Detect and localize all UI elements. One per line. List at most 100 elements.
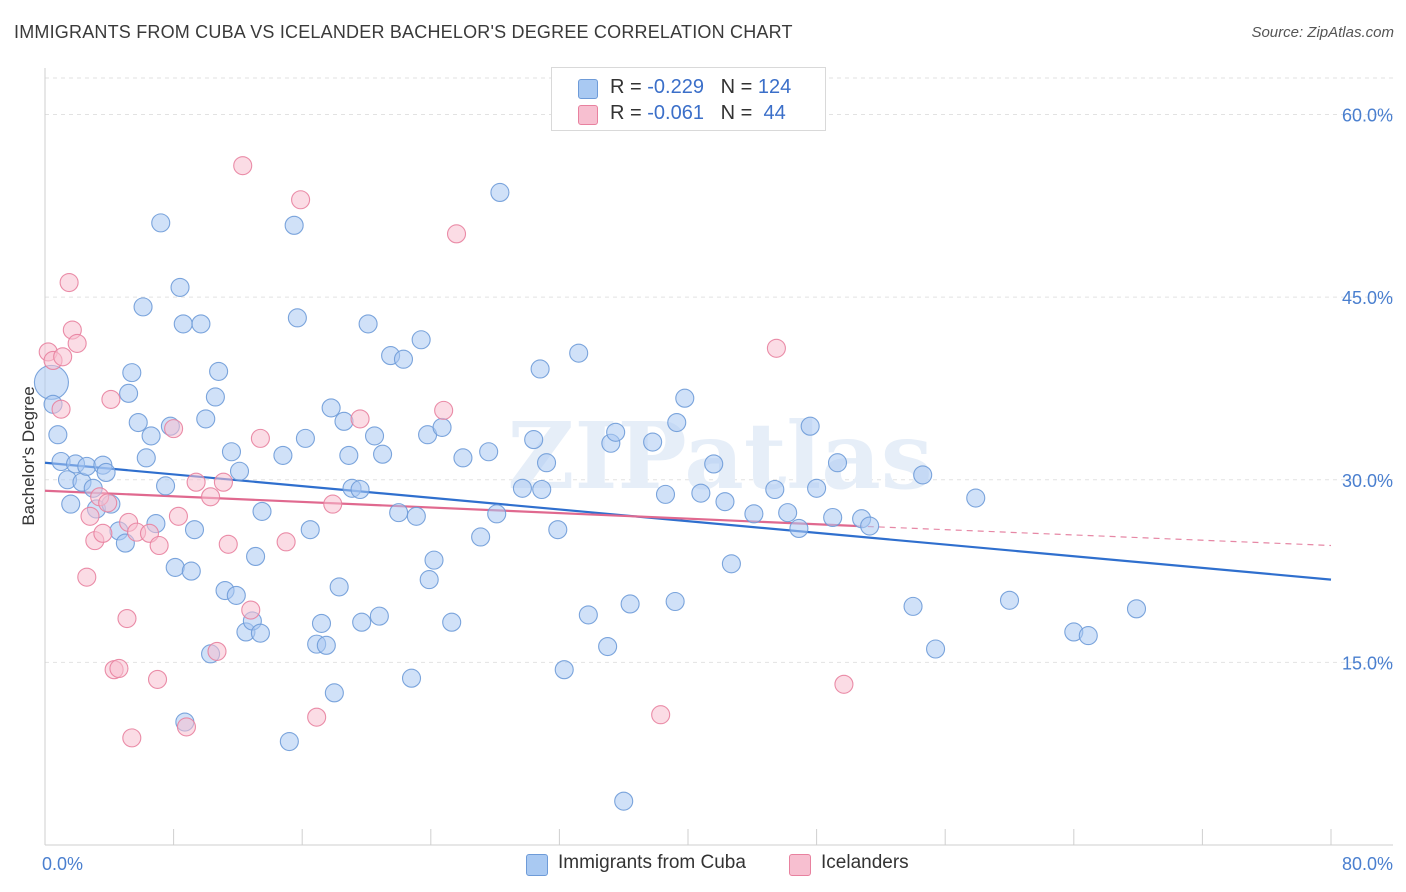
- icelander-point: [323, 494, 343, 514]
- cuba-point: [364, 426, 385, 446]
- cuba-point: [704, 454, 724, 474]
- cuba-point: [578, 605, 598, 625]
- icelander-point: [93, 523, 113, 543]
- cuba-point: [512, 478, 532, 498]
- n-label: N =: [720, 102, 758, 124]
- icelander-point: [446, 224, 467, 244]
- icelander-point: [164, 419, 184, 439]
- cuba-point: [569, 343, 589, 363]
- cuba-point: [246, 546, 266, 567]
- cuba-point: [667, 412, 687, 433]
- icelander-point: [176, 717, 197, 737]
- icelander-point: [53, 347, 73, 367]
- cuba-point: [442, 612, 462, 632]
- cuba-point: [765, 479, 785, 500]
- icelander-point: [241, 600, 261, 620]
- cuba-point: [128, 412, 148, 433]
- cuba-point: [744, 504, 764, 524]
- cuba-point: [284, 215, 304, 235]
- cuba-point: [151, 213, 171, 233]
- cuba-point: [411, 330, 431, 350]
- cuba-point: [530, 359, 550, 379]
- cuba-point: [133, 297, 153, 317]
- cuba-point: [287, 308, 307, 328]
- cuba-point: [221, 442, 242, 462]
- data-points: [33, 156, 1147, 811]
- icelander-point: [186, 472, 206, 492]
- r-label: R =: [610, 76, 648, 98]
- cuba-point: [715, 492, 735, 512]
- cuba-point: [419, 570, 439, 590]
- cuba-point: [598, 637, 618, 657]
- cuba-point: [401, 668, 422, 688]
- cuba-point: [524, 430, 544, 450]
- icelander-point: [350, 409, 370, 429]
- cuba-point: [226, 585, 246, 605]
- icelander-point: [207, 641, 227, 661]
- cuba-point: [614, 791, 634, 811]
- cuba-point: [369, 606, 389, 626]
- cuba-point: [141, 426, 161, 446]
- cuba-point: [655, 484, 676, 504]
- icelander-point: [168, 506, 188, 526]
- cuba-point: [721, 554, 741, 574]
- icelander-trend-extension: [856, 525, 1332, 547]
- cuba-point: [389, 503, 409, 523]
- cuba-point: [823, 507, 843, 528]
- cuba-point: [279, 731, 299, 752]
- icelander-point: [218, 534, 238, 554]
- watermark: ZIPatlas: [507, 402, 932, 510]
- legend-swatch-pink: [578, 105, 598, 125]
- cuba-point: [807, 478, 827, 498]
- icelander-point: [307, 707, 327, 727]
- legend-swatch-pink: [789, 854, 811, 876]
- cuba-trend-line: [44, 461, 1332, 581]
- x-tick-label: 80.0%: [1342, 854, 1393, 874]
- cuba-point: [136, 448, 156, 468]
- cuba-point: [487, 504, 507, 524]
- cuba-point: [300, 520, 320, 540]
- icelander-point: [109, 658, 129, 679]
- icelander-point: [122, 728, 142, 748]
- chart-title: IMMIGRANTS FROM CUBA VS ICELANDER BACHEL…: [14, 22, 793, 42]
- cuba-point: [33, 364, 69, 400]
- icelander-point: [201, 487, 221, 507]
- cuba-point: [536, 453, 557, 473]
- y-axis-label: Bachelor's Degree: [19, 386, 38, 525]
- axes: [44, 68, 1393, 846]
- icelander-point: [250, 428, 270, 448]
- cuba-point: [1126, 599, 1147, 619]
- cuba-point: [352, 612, 372, 632]
- cuba-point: [339, 445, 359, 465]
- r-value: -0.229: [647, 76, 704, 98]
- legend-label: Icelanders: [821, 852, 909, 873]
- cuba-point: [424, 550, 444, 570]
- cuba-point: [490, 182, 510, 202]
- cuba-point: [999, 590, 1020, 610]
- cuba-point: [191, 314, 211, 334]
- cuba-point: [471, 527, 491, 547]
- cuba-point: [334, 411, 354, 431]
- y-tick-label: 60.0%: [1342, 106, 1393, 126]
- legend-swatch-blue: [526, 854, 548, 876]
- icelander-point: [651, 705, 671, 725]
- cuba-point: [156, 476, 176, 496]
- cuba-point: [913, 465, 933, 485]
- y-tick-label: 15.0%: [1342, 653, 1393, 673]
- icelander-point: [101, 389, 121, 409]
- cuba-point: [827, 453, 848, 473]
- cuba-point: [165, 557, 185, 577]
- r-label: R =: [610, 102, 648, 124]
- icelander-point: [276, 532, 296, 552]
- cuba-point: [96, 462, 116, 483]
- cuba-point: [532, 479, 552, 500]
- n-value: 124: [757, 76, 792, 98]
- cuba-point: [778, 503, 798, 523]
- icelander-point: [98, 493, 118, 513]
- icelander-point: [434, 400, 454, 420]
- icelander-point: [59, 272, 79, 293]
- cuba-point: [691, 483, 711, 503]
- cuba-point: [181, 561, 201, 581]
- cuba-point: [196, 409, 216, 429]
